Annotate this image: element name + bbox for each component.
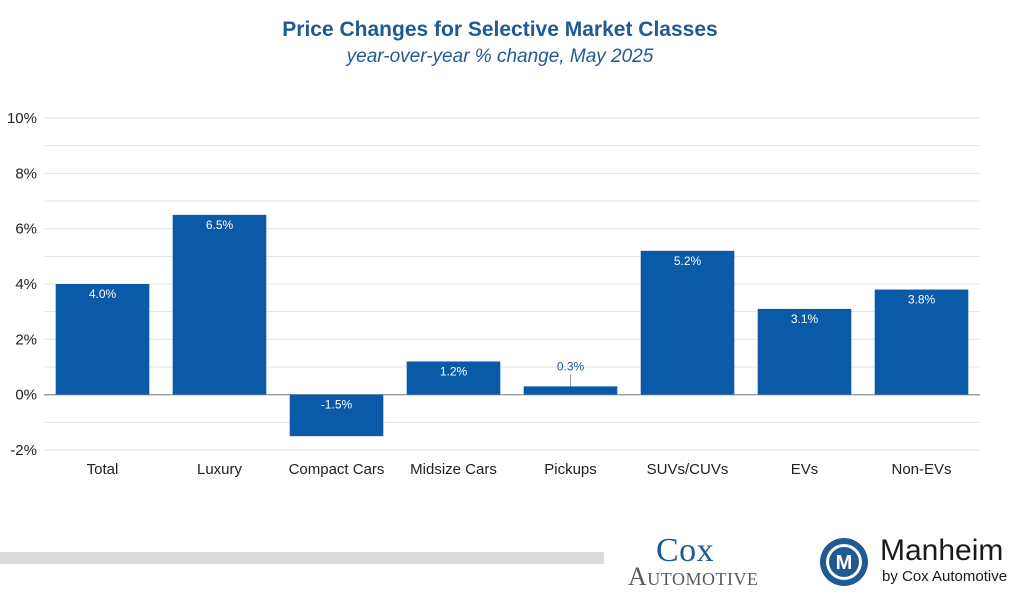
data-label: 5.2% — [674, 254, 702, 268]
x-tick-label: Compact Cars — [289, 461, 385, 478]
automotive-logo-word: Automotive — [628, 562, 759, 591]
y-tick-label: -2% — [10, 442, 37, 459]
bar-chart: 4.0% 6.5% -1.5% 1.2% 0.3% 5.2% 3.1% 3.8% 10% 8% 6… — [7, 110, 980, 478]
manheim-emblem-icon: M — [820, 538, 868, 586]
data-label: 6.5% — [206, 218, 234, 232]
bar-evs — [757, 308, 852, 395]
x-tick-label: Midsize Cars — [410, 461, 497, 478]
x-tick-label: Luxury — [197, 461, 243, 478]
chart-subtitle: year-over-year % change, May 2025 — [346, 46, 654, 67]
x-tick-label: SUVs/CUVs — [647, 461, 729, 478]
y-tick-label: 10% — [7, 110, 37, 127]
cox-logo-word: Cox — [656, 532, 715, 569]
data-label: 0.3% — [557, 359, 585, 373]
bar-pickups — [523, 386, 618, 395]
cox-automotive-logo: Cox Automotive — [628, 532, 798, 596]
chart-title: Price Changes for Selective Market Class… — [282, 18, 718, 41]
bar-luxury — [172, 214, 267, 395]
bar-midsize-cars — [406, 361, 501, 395]
data-label: 4.0% — [89, 287, 117, 301]
manheim-tagline: by Cox Automotive — [882, 568, 1008, 585]
footer-divider — [0, 552, 604, 564]
bar-non-evs — [874, 289, 969, 395]
manheim-logo: M Manheim by Cox Automotive — [818, 534, 1024, 594]
bar-compact-cars — [289, 394, 384, 437]
y-tick-label: 0% — [15, 387, 37, 404]
data-label: -1.5% — [321, 398, 353, 412]
bar-total — [55, 284, 150, 395]
y-tick-label: 6% — [15, 221, 37, 238]
data-label: 1.2% — [440, 364, 468, 378]
bars — [55, 214, 969, 437]
x-tick-label: Total — [87, 461, 119, 478]
data-label: 3.8% — [908, 293, 936, 307]
manheim-logo-word: Manheim — [880, 534, 1004, 567]
x-tick-label: EVs — [791, 461, 819, 478]
manheim-emblem-letter: M — [836, 552, 853, 574]
x-tick-label: Non-EVs — [891, 461, 951, 478]
x-axis-ticks: Total Luxury Compact Cars Midsize Cars Picku… — [87, 461, 952, 478]
data-label: 3.1% — [791, 312, 819, 326]
y-tick-label: 2% — [15, 331, 37, 348]
y-tick-label: 4% — [15, 276, 37, 293]
x-tick-label: Pickups — [544, 461, 597, 478]
data-labels: 4.0% 6.5% -1.5% 1.2% 0.3% 5.2% 3.1% 3.8% — [89, 218, 936, 412]
y-axis-ticks: 10% 8% 6% 4% 2% 0% -2% — [7, 110, 37, 459]
y-tick-label: 8% — [15, 165, 37, 182]
bar-suvs-cuvs — [640, 250, 735, 395]
